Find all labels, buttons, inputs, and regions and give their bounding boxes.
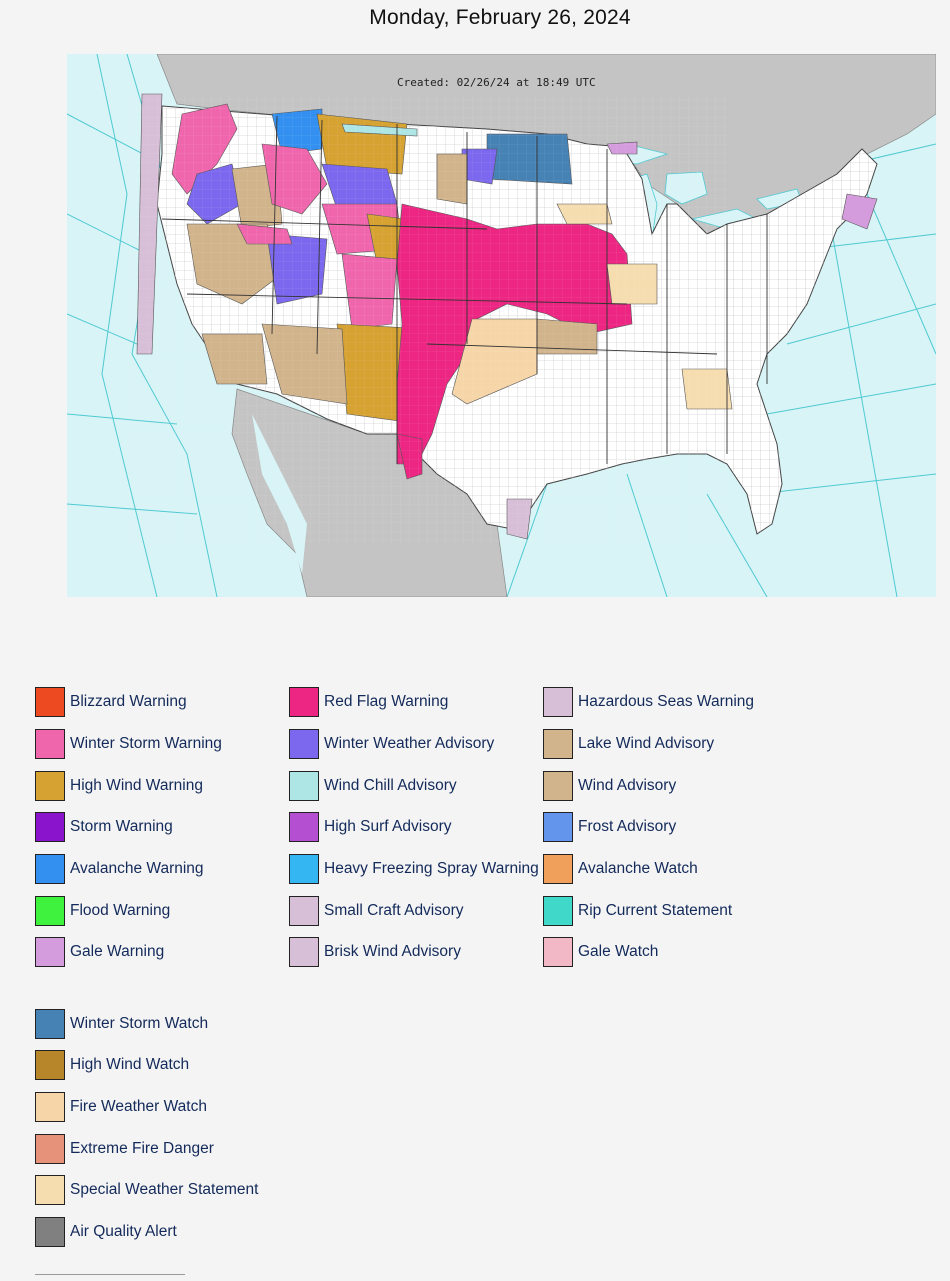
hazard-gale-warning-northeast [841, 193, 878, 230]
legend-label: Special Weather Statement [70, 1181, 259, 1198]
us-hazard-map-svg [67, 54, 936, 597]
legend-label: Brisk Wind Advisory [324, 943, 461, 960]
legend-label: Rip Current Statement [578, 902, 733, 919]
legend-item: Fire Weather Watch [35, 1091, 207, 1123]
legend-swatch [35, 812, 65, 842]
legend-label: Blizzard Warning [70, 693, 187, 710]
legend-item: Storm Warning [35, 811, 173, 843]
legend-swatch [289, 729, 319, 759]
legend-swatch [35, 687, 65, 717]
legend-item: High Wind Watch [35, 1049, 189, 1081]
legend-label: High Surf Advisory [324, 818, 452, 835]
legend-item: Lake Wind Advisory [543, 728, 714, 760]
legend-swatch [35, 854, 65, 884]
legend-item: High Surf Advisory [289, 811, 452, 843]
legend-item: Red Flag Warning [289, 686, 448, 718]
legend-item: Frost Advisory [543, 811, 676, 843]
legend-item: Brisk Wind Advisory [289, 936, 461, 968]
legend-swatch [543, 854, 573, 884]
legend-swatch [543, 771, 573, 801]
legend-swatch [35, 1175, 65, 1205]
legend-item: Hazardous Seas Warning [543, 686, 754, 718]
legend-label: Winter Weather Advisory [324, 735, 495, 752]
legend-label: Storm Warning [70, 818, 173, 835]
legend-label: Extreme Fire Danger [70, 1140, 214, 1157]
cut-off-legend-row [35, 1274, 185, 1281]
legend-item: Winter Weather Advisory [289, 728, 494, 760]
page-title: Monday, February 26, 2024 [369, 6, 631, 29]
legend-swatch [35, 1050, 65, 1080]
legend-label: Heavy Freezing Spray Warning [324, 860, 539, 877]
legend-label: Air Quality Alert [70, 1223, 177, 1240]
legend-item: Gale Warning [35, 936, 164, 968]
legend-swatch [289, 854, 319, 884]
legend-item: Extreme Fire Danger [35, 1133, 214, 1165]
legend-swatch [35, 937, 65, 967]
legend-swatch [35, 1217, 65, 1247]
legend-item: Heavy Freezing Spray Warning [289, 853, 539, 885]
legend-label: Frost Advisory [578, 818, 677, 835]
legend-item: Special Weather Statement [35, 1174, 258, 1206]
legend-label: High Wind Watch [70, 1056, 190, 1073]
legend-label: Small Craft Advisory [324, 902, 464, 919]
legend-swatch [543, 729, 573, 759]
legend-item: Winter Storm Warning [35, 728, 222, 760]
legend-swatch [35, 896, 65, 926]
legend-label: Avalanche Watch [578, 860, 698, 877]
legend-item: Avalanche Warning [35, 853, 204, 885]
legend-swatch [35, 1009, 65, 1039]
legend-item: Blizzard Warning [35, 686, 187, 718]
legend-label: Red Flag Warning [324, 693, 449, 710]
legend-item: Small Craft Advisory [289, 895, 464, 927]
legend-item: Wind Advisory [543, 770, 676, 802]
legend-label: Wind Advisory [578, 777, 677, 794]
map-created-timestamp: Created: 02/26/24 at 18:49 UTC [397, 76, 596, 89]
hazard-map[interactable]: Created: 02/26/24 at 18:49 UTC [67, 54, 936, 597]
legend-swatch [543, 812, 573, 842]
legend-swatch [289, 812, 319, 842]
legend-label: High Wind Warning [70, 777, 203, 794]
legend-swatch [543, 937, 573, 967]
state-borders [161, 115, 768, 464]
hazard-county-overlay [127, 94, 727, 544]
legend-label: Winter Storm Warning [70, 735, 222, 752]
legend-label: Hazardous Seas Warning [578, 693, 755, 710]
legend-swatch [289, 771, 319, 801]
legend-swatch [289, 937, 319, 967]
legend-item: Avalanche Watch [543, 853, 698, 885]
legend-swatch [289, 687, 319, 717]
legend-item: Winter Storm Watch [35, 1008, 208, 1040]
legend-swatch [289, 896, 319, 926]
legend-item: Wind Chill Advisory [289, 770, 457, 802]
legend-swatch [35, 771, 65, 801]
legend-item: Gale Watch [543, 936, 658, 968]
legend-item: High Wind Warning [35, 770, 203, 802]
legend-label: Fire Weather Watch [70, 1098, 207, 1115]
legend-item: Flood Warning [35, 895, 170, 927]
legend-item: Rip Current Statement [543, 895, 732, 927]
legend-swatch [35, 729, 65, 759]
legend-label: Gale Warning [70, 943, 165, 960]
legend-label: Flood Warning [70, 902, 171, 919]
legend-swatch [35, 1134, 65, 1164]
legend-label: Wind Chill Advisory [324, 777, 457, 794]
legend-label: Lake Wind Advisory [578, 735, 715, 752]
legend-label: Gale Watch [578, 943, 659, 960]
legend-swatch [543, 687, 573, 717]
legend-label: Winter Storm Watch [70, 1015, 209, 1032]
legend-swatch [35, 1092, 65, 1122]
legend-item: Air Quality Alert [35, 1216, 177, 1248]
legend-label: Avalanche Warning [70, 860, 204, 877]
legend-swatch [543, 896, 573, 926]
